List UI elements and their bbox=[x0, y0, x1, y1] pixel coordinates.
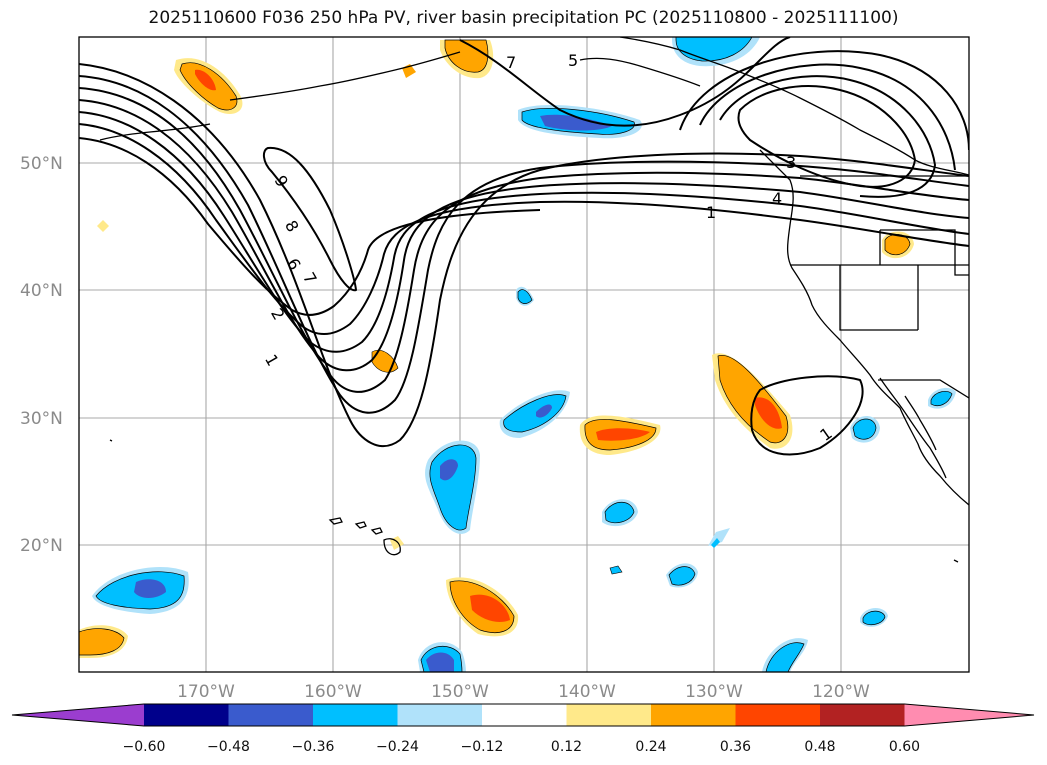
contour-label: 1 bbox=[816, 423, 835, 444]
contour-label: 4 bbox=[772, 189, 782, 208]
lon-label: 150°W bbox=[431, 682, 489, 702]
colorbar-tick-label: −0.36 bbox=[292, 739, 335, 755]
colorbar-segment bbox=[144, 704, 229, 726]
lon-label: 140°W bbox=[558, 682, 616, 702]
colorbar: −0.60 −0.48 −0.36 −0.24 −0.12 0.12 0.24 … bbox=[11, 703, 1035, 755]
colorbar-segment bbox=[313, 704, 398, 726]
map-title: 2025110600 F036 250 hPa PV, river basin … bbox=[148, 8, 899, 28]
colorbar-tick-label: 0.60 bbox=[889, 739, 920, 755]
lon-label: 160°W bbox=[304, 682, 362, 702]
lat-label: 40°N bbox=[20, 281, 63, 301]
map-frame bbox=[78, 36, 970, 673]
contour-label: 7 bbox=[506, 53, 516, 72]
colorbar-segment bbox=[651, 704, 736, 726]
lon-label: 170°W bbox=[177, 682, 235, 702]
colorbar-segment bbox=[735, 704, 820, 726]
map-plot-area: 7 5 9 8 6 7 2 1 4 3 1 1 bbox=[79, 37, 969, 672]
colorbar-tick-label: −0.48 bbox=[207, 739, 250, 755]
contour-label: 7 bbox=[299, 269, 321, 287]
colorbar-segment bbox=[482, 704, 567, 726]
colorbar-tick-label: −0.12 bbox=[461, 739, 504, 755]
colorbar-tick-label: 0.12 bbox=[551, 739, 582, 755]
contour-label: 2 bbox=[267, 305, 289, 323]
colorbar-tick-label: 0.36 bbox=[720, 739, 751, 755]
colorbar-outline bbox=[11, 703, 1035, 727]
contour-label: 1 bbox=[261, 351, 283, 369]
colorbar-segment bbox=[820, 704, 905, 726]
gridlines bbox=[79, 37, 969, 672]
colorbar-segment bbox=[228, 704, 313, 726]
contour-label: 8 bbox=[281, 217, 303, 235]
colorbar-tick-label: 0.48 bbox=[804, 739, 835, 755]
contour-label: 3 bbox=[786, 153, 796, 172]
colorbar-tick-label: −0.24 bbox=[376, 739, 419, 755]
contour-label: 1 bbox=[706, 203, 716, 222]
coastlines bbox=[99, 37, 969, 563]
colorbar-tick-label: −0.60 bbox=[123, 739, 166, 755]
lon-label: 120°W bbox=[812, 682, 870, 702]
colorbar-segment bbox=[566, 704, 651, 726]
colorbar-extend-min bbox=[12, 704, 144, 726]
colorbar-segment bbox=[397, 704, 482, 726]
colorbar-tick-label: 0.24 bbox=[635, 739, 666, 755]
lat-label: 50°N bbox=[20, 154, 63, 174]
lon-label: 130°W bbox=[685, 682, 743, 702]
colorbar-extend-max bbox=[904, 704, 1034, 726]
lat-label: 20°N bbox=[20, 536, 63, 556]
pv-contours: 7 5 9 8 6 7 2 1 4 3 1 1 bbox=[79, 37, 969, 456]
lat-label: 30°N bbox=[20, 409, 63, 429]
contour-label: 5 bbox=[568, 51, 578, 70]
